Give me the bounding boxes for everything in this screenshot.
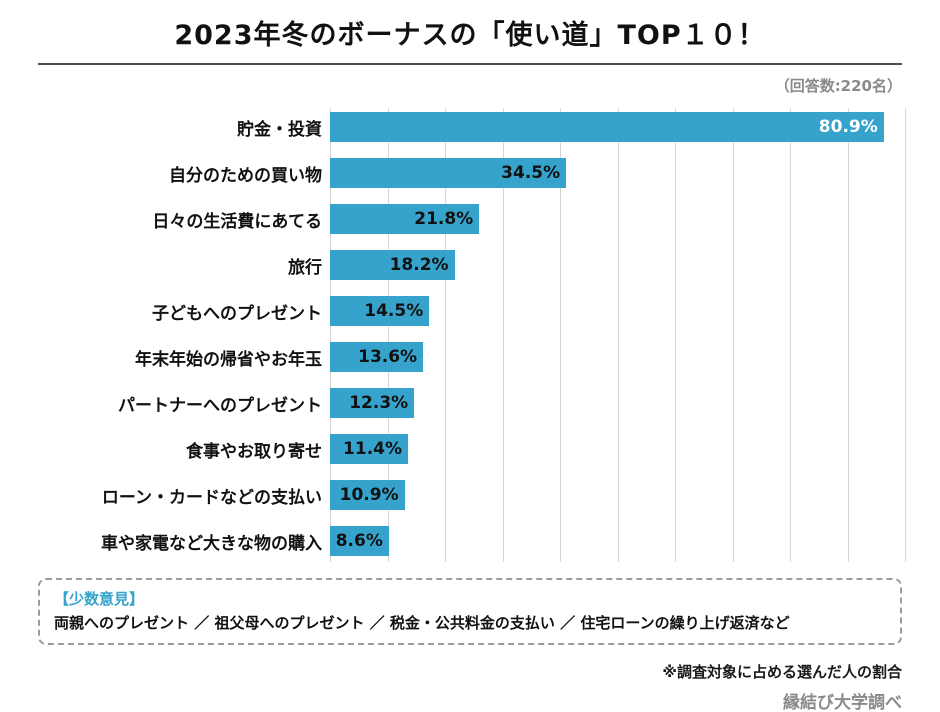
bar: 10.9% [330,480,405,510]
bar-chart: 貯金・投資 80.9% 自分のための買い物 34.5% 日々の生活費にあてる 21.8% 旅… [0,104,940,564]
bar: 11.4% [330,434,409,464]
bar-track: 80.9% [330,112,905,142]
bar-value-label: 21.8% [414,209,474,229]
bar: 34.5% [330,158,567,188]
category-label: 旅行 [288,257,322,278]
category-label: 日々の生活費にあてる [152,211,322,232]
bar-track: 21.8% [330,204,905,234]
chart-row: 子どもへのプレゼント 14.5% [0,288,940,334]
bar-track: 8.6% [330,526,905,556]
bar-track: 34.5% [330,158,905,188]
chart-row: 車や家電など大きな物の購入 8.6% [0,518,940,564]
survey-footnote: ※調査対象に占める選んだ人の割合 [662,663,902,681]
gridline [502,108,504,562]
chart-row: 年末年始の帰省やお年玉 13.6% [0,334,940,380]
bar-value-label: 8.6% [335,531,383,551]
bar-value-label: 18.2% [389,255,449,275]
category-label: 車や家電など大きな物の購入 [101,533,322,554]
survey-source: 縁結び大学調べ [783,693,902,712]
bar-track: 13.6% [330,342,905,372]
bar: 8.6% [330,526,389,556]
title-divider [38,63,902,65]
gridline [330,108,331,562]
gridline [560,108,561,562]
bar-track: 14.5% [330,296,905,326]
minority-opinions-heading: 【少数意見】 [54,590,145,608]
category-label: 自分のための買い物 [169,165,322,186]
bar-value-label: 10.9% [339,485,399,505]
gridline [847,108,849,562]
chart-row: パートナーへのプレゼント 12.3% [0,380,940,426]
bar-value-label: 14.5% [364,301,424,321]
bar-value-label: 13.6% [358,347,418,367]
chart-row: 自分のための買い物 34.5% [0,150,940,196]
category-label: 子どもへのプレゼント [152,303,322,324]
category-label: ローン・カードなどの支払い [101,487,322,508]
chart-row: ローン・カードなどの支払い 10.9% [0,472,940,518]
gridline [675,108,676,562]
chart-gridlines [330,108,906,562]
bar: 13.6% [330,342,424,372]
minority-opinions-box: 【少数意見】 両親へのプレゼント ／ 祖父母へのプレゼント ／ 税金・公共料金の… [38,578,902,645]
chart-row: 旅行 18.2% [0,242,940,288]
bar-value-label: 11.4% [343,439,403,459]
chart-row: 貯金・投資 80.9% [0,104,940,150]
category-label: 食事やお取り寄せ [186,441,322,462]
gridline [617,108,619,562]
bar-track: 12.3% [330,388,905,418]
bar: 80.9% [330,112,884,142]
chart-row: 日々の生活費にあてる 21.8% [0,196,940,242]
bar: 14.5% [330,296,430,326]
page-title: 2023年冬のボーナスの「使い道」TOP１０！ [174,20,766,51]
chart-rows: 貯金・投資 80.9% 自分のための買い物 34.5% 日々の生活費にあてる 21.8% 旅… [0,104,940,564]
bar-value-label: 80.9% [818,117,878,137]
gridline [732,108,734,562]
respondent-count: （回答数:220名） [774,77,902,95]
bar: 12.3% [330,388,415,418]
category-label: 貯金・投資 [237,119,322,140]
chart-row: 食事やお取り寄せ 11.4% [0,426,940,472]
bar-value-label: 12.3% [349,393,409,413]
bar-value-label: 34.5% [501,163,561,183]
bar: 18.2% [330,250,455,280]
gridline [790,108,791,562]
gridline [445,108,446,562]
bar-track: 11.4% [330,434,905,464]
bar-track: 18.2% [330,250,905,280]
category-label: パートナーへのプレゼント [118,395,322,416]
category-label: 年末年始の帰省やお年玉 [135,349,322,370]
bar-track: 10.9% [330,480,905,510]
minority-opinions-text: 両親へのプレゼント ／ 祖父母へのプレゼント ／ 税金・公共料金の支払い ／ 住… [54,614,790,632]
gridline [905,108,906,562]
gridline [387,108,389,562]
bar: 21.8% [330,204,480,234]
